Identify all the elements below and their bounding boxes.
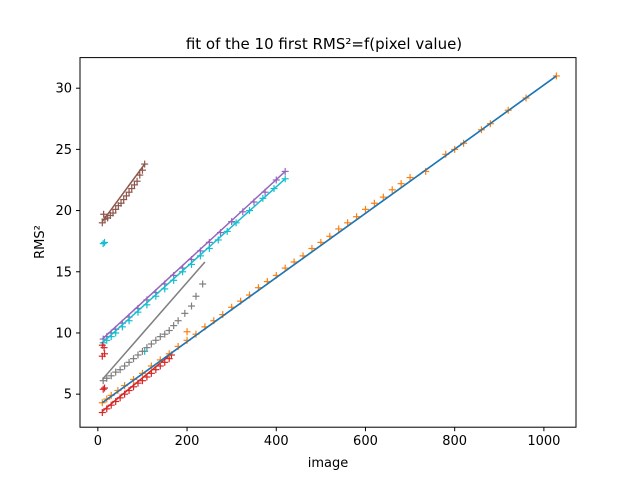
y-tick-label: 30 <box>55 82 72 97</box>
x-tick-label: 800 <box>442 434 467 449</box>
y-axis-label: RMS² <box>33 225 48 259</box>
y-tick-label: 15 <box>55 265 72 280</box>
x-tick-label: 400 <box>264 434 289 449</box>
y-tick-label: 20 <box>55 204 72 219</box>
x-tick-label: 1000 <box>527 434 560 449</box>
y-tick-label: 10 <box>55 326 72 341</box>
chart-title: fit of the 10 first RMS²=f(pixel value) <box>186 35 462 53</box>
x-tick-label: 200 <box>175 434 200 449</box>
x-axis-label: image <box>308 456 349 471</box>
y-tick-label: 5 <box>64 388 72 403</box>
x-tick-label: 600 <box>353 434 378 449</box>
y-tick-label: 25 <box>55 143 72 158</box>
x-tick-label: 0 <box>94 434 102 449</box>
